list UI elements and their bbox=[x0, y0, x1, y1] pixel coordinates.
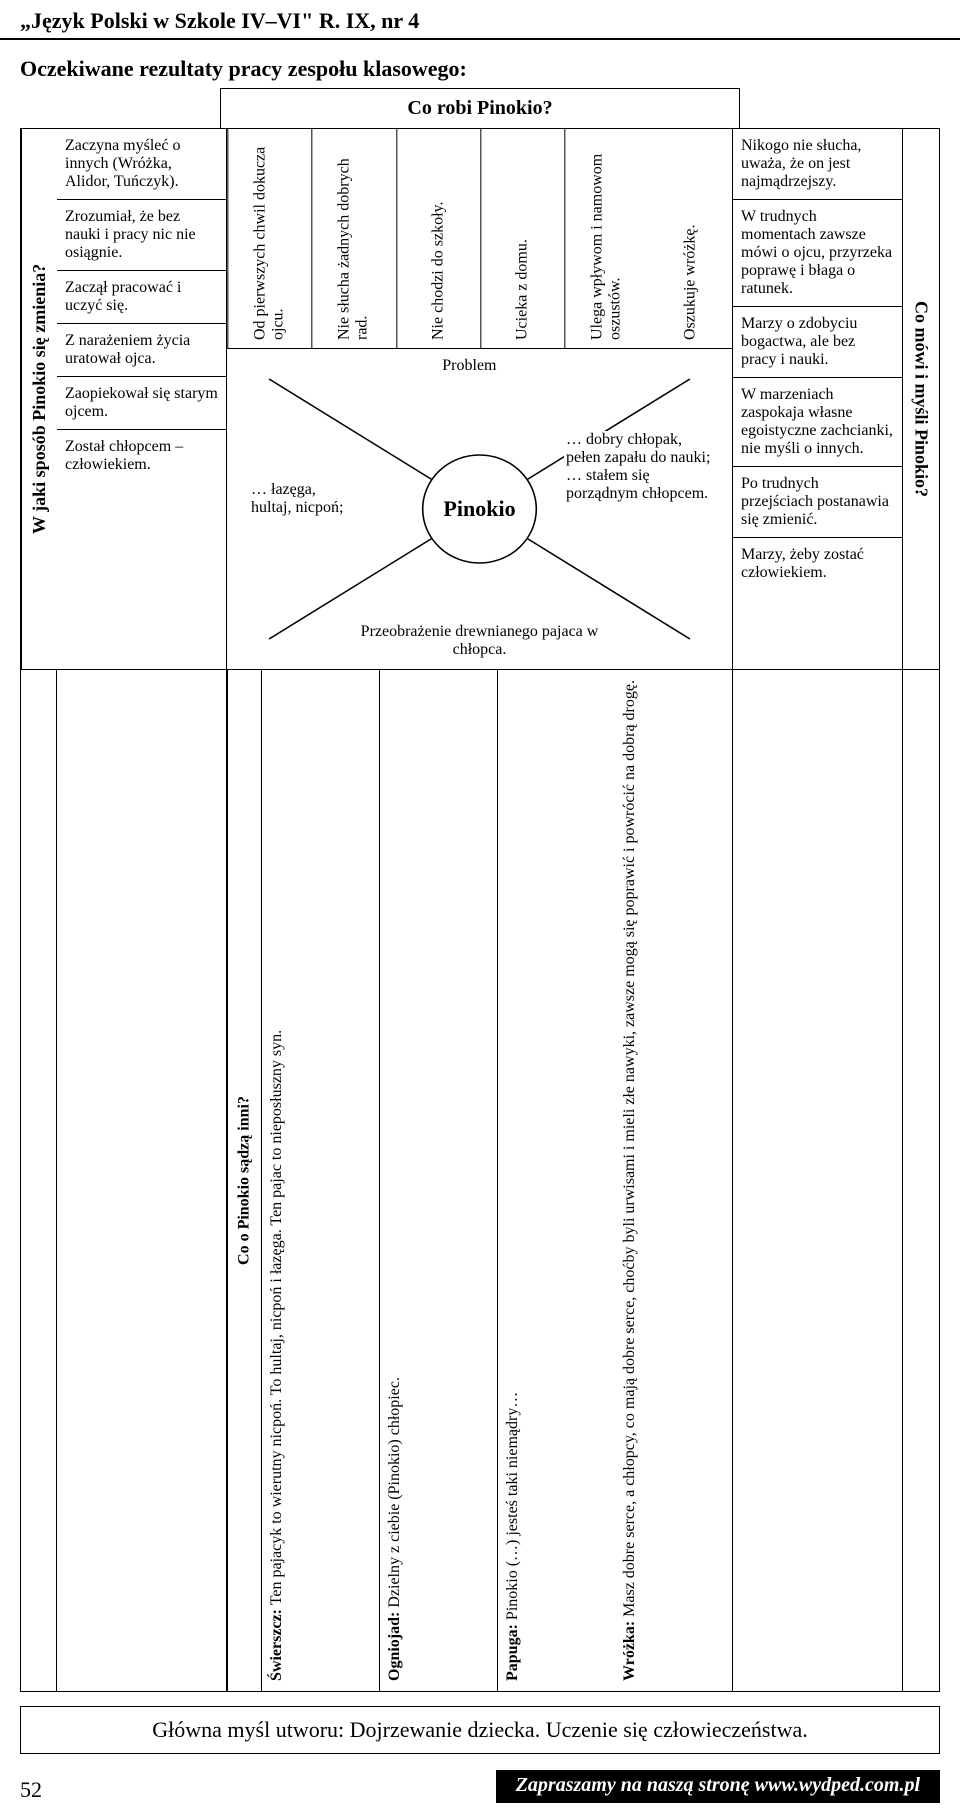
top-cell: Ucieka z domu. bbox=[480, 129, 564, 348]
left-item: Zaczyna myśleć o innych (Wróżka, Alidor,… bbox=[57, 129, 226, 200]
section-heading: Oczekiwane rezultaty pracy zespołu klaso… bbox=[0, 50, 960, 88]
left-item: Zrozumiał, że bez nauki i pracy nic nie … bbox=[57, 200, 226, 271]
bottom-cell: Ogniojad: Dzielny z ciebie (Pinokio) chł… bbox=[379, 670, 497, 1691]
bottom-cell: Świerszcz: Ten pajacyk to wierutny nicpo… bbox=[261, 670, 379, 1691]
bottom-cell: Wróżka: Masz dobre serce, a chłopcy, co … bbox=[615, 670, 732, 1691]
bottom-section: Co o Pinokio sądzą inni? Świerszcz: Ten … bbox=[20, 670, 940, 1692]
bottom-cell: Papuga: Pinokio (…) jesteś taki niemądry… bbox=[497, 670, 615, 1691]
diagram: Co robi Pinokio? W jaki sposób Pinokio s… bbox=[0, 88, 960, 1692]
top-question: Co robi Pinokio? bbox=[220, 88, 740, 128]
page-number: 52 bbox=[20, 1777, 42, 1803]
right-item: Po trudnych przejściach postanawia się z… bbox=[733, 467, 902, 538]
right-item: W marzeniach zaspokaja własne egoistyczn… bbox=[733, 378, 902, 467]
right-item: W trudnych momentach zawsze mówi o ojcu,… bbox=[733, 200, 902, 307]
spider-center-label: Pinokio bbox=[443, 496, 515, 522]
spider-bottom-label: Przeobrażenie drewnianego pajaca w chłop… bbox=[350, 623, 610, 659]
top-cell: Oszukuje wróżkę. bbox=[649, 129, 732, 348]
right-item-list: Nikogo nie słucha, uważa, że on jest naj… bbox=[733, 129, 903, 669]
right-item: Marzy o zdobyciu bogactwa, ale bez pracy… bbox=[733, 307, 902, 378]
left-item: Z narażeniem życia uratował ojca. bbox=[57, 324, 226, 377]
footer-bar: Zapraszamy na naszą stronę www.wydped.co… bbox=[496, 1770, 940, 1803]
spider-top-label: Problem bbox=[440, 357, 498, 375]
left-item: Zaopiekował się starym ojcem. bbox=[57, 377, 226, 430]
left-item: Został chłopcem – człowiekiem. bbox=[57, 430, 226, 482]
right-item: Nikogo nie słucha, uważa, że on jest naj… bbox=[733, 129, 902, 200]
spider-diagram: Problem … łazęga, hultaj, nicpoń; … dobr… bbox=[227, 349, 732, 669]
left-item-list: Zaczyna myśleć o innych (Wróżka, Alidor,… bbox=[57, 129, 227, 669]
top-cell: Nie chodzi do szkoły. bbox=[396, 129, 480, 348]
spider-right-label: … dobry chłopak, pełen zapału do nauki; … bbox=[564, 431, 714, 503]
journal-title: „Język Polski w Szkole IV–VI" R. IX, nr … bbox=[0, 0, 960, 40]
bottom-rotated-label: Co o Pinokio sądzą inni? bbox=[227, 670, 261, 1691]
top-cells-row: Od pierwszych chwil dokucza ojcu. Nie sł… bbox=[227, 129, 732, 349]
spider-left-label: … łazęga, hultaj, nicpoń; bbox=[249, 481, 349, 517]
top-cell: Nie słucha żadnych dobrych rad. bbox=[311, 129, 395, 348]
main-idea-box: Główna myśl utworu: Dojrzewanie dziecka.… bbox=[20, 1706, 940, 1754]
center-panel: Od pierwszych chwil dokucza ojcu. Nie sł… bbox=[227, 129, 733, 669]
left-item: Zaczął pracować i uczyć się. bbox=[57, 271, 226, 324]
top-cell: Ulega wpływom i namowom oszustów. bbox=[564, 129, 648, 348]
top-cell: Od pierwszych chwil dokucza ojcu. bbox=[227, 129, 311, 348]
right-rotated-label: Co mówi i myśli Pinokio? bbox=[903, 129, 939, 669]
right-item: Marzy, żeby zostać człowiekiem. bbox=[733, 538, 902, 590]
bottom-cells-row: Świerszcz: Ten pajacyk to wierutny nicpo… bbox=[261, 670, 732, 1691]
page-footer: 52 Zapraszamy na naszą stronę www.wydped… bbox=[0, 1754, 960, 1815]
left-rotated-label: W jaki sposób Pinokio się zmienia? bbox=[21, 129, 57, 669]
